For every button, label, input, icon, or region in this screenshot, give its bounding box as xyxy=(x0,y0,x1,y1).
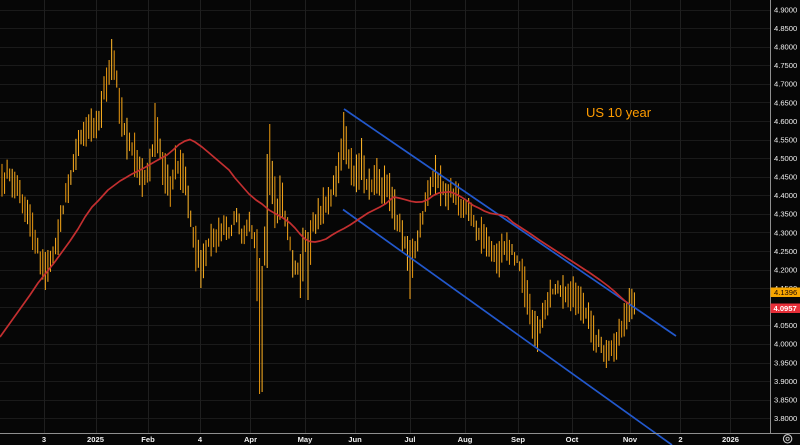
svg-text:4.2000: 4.2000 xyxy=(774,265,797,274)
svg-text:4.3000: 4.3000 xyxy=(774,228,797,237)
svg-text:4.7000: 4.7000 xyxy=(774,80,797,89)
svg-text:3.8000: 3.8000 xyxy=(774,414,797,423)
svg-text:2026: 2026 xyxy=(722,435,739,444)
svg-text:4.4000: 4.4000 xyxy=(774,191,797,200)
svg-text:4.0957: 4.0957 xyxy=(774,304,797,313)
svg-text:4.8000: 4.8000 xyxy=(774,43,797,52)
svg-text:Sep: Sep xyxy=(511,435,525,444)
svg-text:2025: 2025 xyxy=(87,435,105,444)
svg-text:4.0000: 4.0000 xyxy=(774,340,797,349)
svg-text:4.3500: 4.3500 xyxy=(774,210,797,219)
svg-text:Jun: Jun xyxy=(348,435,362,444)
svg-text:4.9000: 4.9000 xyxy=(774,5,797,14)
svg-text:4.6500: 4.6500 xyxy=(774,98,797,107)
svg-text:3: 3 xyxy=(42,435,46,444)
svg-text:Nov: Nov xyxy=(623,435,638,444)
svg-text:4.4500: 4.4500 xyxy=(774,173,797,182)
svg-text:4.7500: 4.7500 xyxy=(774,61,797,70)
svg-text:4.1396: 4.1396 xyxy=(774,288,797,297)
svg-text:4.5500: 4.5500 xyxy=(774,135,797,144)
svg-text:2: 2 xyxy=(678,435,682,444)
svg-text:Feb: Feb xyxy=(141,435,155,444)
svg-text:Apr: Apr xyxy=(244,435,257,444)
svg-text:Oct: Oct xyxy=(566,435,579,444)
svg-text:Jul: Jul xyxy=(405,435,416,444)
svg-text:4.2500: 4.2500 xyxy=(774,247,797,256)
svg-text:4.0500: 4.0500 xyxy=(774,321,797,330)
svg-text:3.9000: 3.9000 xyxy=(774,377,797,386)
svg-text:4.6000: 4.6000 xyxy=(774,117,797,126)
svg-text:US 10 year: US 10 year xyxy=(586,105,652,120)
svg-text:3.9500: 3.9500 xyxy=(774,358,797,367)
svg-text:3.8500: 3.8500 xyxy=(774,396,797,405)
svg-text:4.8500: 4.8500 xyxy=(774,24,797,33)
svg-text:Aug: Aug xyxy=(458,435,473,444)
svg-text:May: May xyxy=(298,435,314,444)
svg-text:4: 4 xyxy=(198,435,203,444)
svg-text:4.5000: 4.5000 xyxy=(774,154,797,163)
